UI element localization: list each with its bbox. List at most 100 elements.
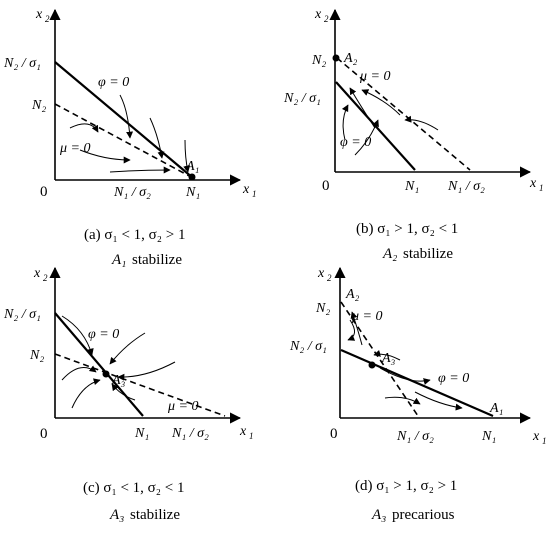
origin-label: 0: [322, 178, 330, 194]
y-axis-label: x: [35, 7, 43, 22]
n1-sigma2-label: N₁ / σ₂: [171, 426, 209, 441]
equilibrium-right-label: A₁: [489, 401, 503, 416]
n2-sigma1-label: N₂ / σ₁: [289, 339, 327, 354]
equilibrium-label: A₂: [343, 51, 358, 66]
trajectory-arrow: [361, 89, 401, 116]
n2-label: N₂: [315, 301, 330, 316]
trajectory-arrow: [384, 396, 421, 405]
equilibrium-label: A₃: [111, 373, 126, 388]
phi-isocline: [340, 348, 494, 418]
trajectory-arrow: [354, 119, 379, 156]
n1-label: N₁: [134, 426, 149, 441]
panel-c: x 2 x 1 0 N₂ / σ₁ φ = 0 N₂ A₃ μ = 0 N₁ N…: [3, 266, 254, 523]
phi-isocline: [54, 61, 194, 179]
caption: (d) σ₁ > 1, σ₂ > 1: [355, 478, 457, 494]
trajectory-arrow: [79, 149, 131, 164]
trajectory-arrow: [69, 123, 99, 133]
panel-a: x 2 x 1 0 N₂ / σ₁ N₂ φ = 0 μ = 0 N₁ / σ₂…: [3, 7, 257, 268]
trajectory-arrow: [117, 361, 176, 381]
mu-isocline: [336, 57, 471, 171]
trajectory-arrow: [183, 139, 191, 173]
caption: (b) σ₁ > 1, σ₂ < 1: [356, 221, 458, 237]
status-point: A₁: [111, 252, 126, 268]
equilibrium-label: A₃: [381, 351, 396, 366]
equilibrium-point: [332, 54, 340, 62]
trajectory-arrow: [414, 391, 463, 411]
y-axis-label: x: [314, 7, 322, 22]
y-axis-label: x: [33, 266, 41, 281]
status-point: A₃: [109, 507, 124, 523]
origin-label: 0: [40, 426, 48, 442]
equilibrium-point: [102, 370, 110, 378]
status-point: A₃: [371, 507, 386, 523]
panel-b: x 2 x 1 0 N₂ A₂ μ = 0 N₂ / σ₁ φ = 0 N₁ N…: [283, 7, 544, 262]
caption: (c) σ₁ < 1, σ₂ < 1: [83, 480, 184, 496]
svg-text:1: 1: [539, 183, 544, 193]
status-text: stabilize: [132, 252, 182, 268]
trajectory-arrow: [71, 378, 101, 409]
y-axis-label: x: [317, 266, 325, 281]
x-axis-label: x: [532, 429, 540, 444]
origin-label: 0: [330, 426, 338, 442]
equilibrium-top-label: A₂: [345, 287, 360, 302]
n2-sigma1-label: N₂ / σ₁: [283, 91, 321, 106]
origin-label: 0: [40, 184, 48, 200]
trajectory-arrow: [61, 365, 97, 381]
n1-label: N₁: [481, 429, 496, 444]
mu-isocline: [54, 353, 226, 417]
trajectory-arrow: [379, 367, 431, 385]
phi-label: φ = 0: [88, 327, 119, 342]
status-text: stabilize: [130, 507, 180, 523]
mu-label: μ = 0: [167, 399, 198, 414]
trajectory-arrow: [404, 115, 439, 131]
phi-isocline: [54, 312, 144, 417]
trajectory-arrow: [109, 166, 171, 174]
n2-sigma1-label: N₂ / σ₁: [3, 307, 41, 322]
x-axis-label: x: [242, 182, 250, 197]
mu-label: μ = 0: [351, 309, 382, 324]
mu-label: μ = 0: [359, 69, 390, 84]
equilibrium-point: [188, 173, 196, 181]
svg-text:1: 1: [249, 431, 254, 441]
svg-text:1: 1: [542, 436, 547, 446]
phi-label: φ = 0: [438, 371, 469, 386]
n2-label: N₂: [31, 98, 46, 113]
x-axis-label: x: [529, 176, 537, 191]
n1-label: N₁: [404, 179, 419, 194]
svg-text:2: 2: [327, 273, 332, 283]
trajectory-arrow: [109, 332, 146, 365]
status-point: A₂: [382, 246, 397, 262]
trajectory-arrow: [347, 319, 356, 341]
caption: (a) σ₁ < 1, σ₂ > 1: [84, 227, 185, 243]
phi-label: φ = 0: [98, 75, 129, 90]
status-text: stabilize: [403, 246, 453, 262]
svg-text:2: 2: [324, 14, 329, 24]
n2-label: N₂: [29, 348, 44, 363]
status-text: precarious: [392, 507, 455, 523]
n1-sigma2-label: N₁ / σ₂: [396, 429, 434, 444]
trajectory-arrow: [149, 117, 165, 159]
phi-label: φ = 0: [340, 135, 371, 150]
equilibrium-label: A₁: [185, 159, 199, 174]
panel-d: x 2 x 1 0 A₂ N₂ μ = 0 N₂ / σ₁ A₃ φ = 0 A…: [289, 266, 547, 523]
trajectory-arrow: [111, 383, 136, 401]
trajectory-arrow: [119, 94, 134, 139]
mu-isocline: [54, 103, 194, 179]
mu-isocline: [340, 301, 419, 417]
mu-label: μ = 0: [59, 141, 90, 156]
trajectory-arrow: [341, 104, 349, 141]
trajectory-arrow: [61, 315, 94, 356]
n1-sigma2-label: N₁ / σ₂: [113, 185, 151, 200]
svg-text:2: 2: [45, 14, 50, 24]
trajectory-arrow: [373, 349, 401, 361]
svg-text:2: 2: [43, 273, 48, 283]
svg-text:1: 1: [252, 189, 257, 199]
n1-label: N₁: [185, 185, 200, 200]
trajectory-arrow: [350, 311, 363, 346]
equilibrium-point: [368, 361, 376, 369]
n2-label: N₂: [311, 53, 326, 68]
x-axis-label: x: [239, 424, 247, 439]
n2-sigma1-label: N₂ / σ₁: [3, 56, 41, 71]
n1-sigma2-label: N₁ / σ₂: [447, 179, 485, 194]
